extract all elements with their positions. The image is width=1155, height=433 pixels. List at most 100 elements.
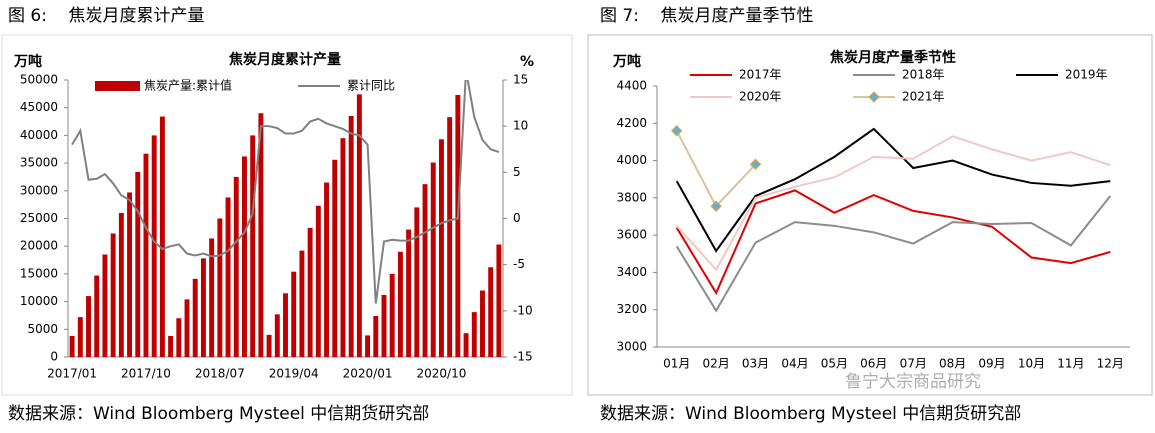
legend-label: 2017年 [739, 68, 782, 82]
watermark: 鲁宁大宗商品研究 [845, 372, 981, 392]
y-tick-label: 3400 [616, 265, 647, 279]
y2-axis-label: % [520, 54, 534, 70]
y-tick-label: 0 [50, 350, 58, 364]
legend-swatch [95, 81, 140, 91]
y-tick-label: 20000 [20, 239, 58, 253]
y-tick-label: 30000 [20, 183, 58, 197]
y2-tick-label: 5 [513, 165, 521, 179]
legend-label: 2020年 [739, 90, 782, 104]
panel-border [587, 34, 1153, 396]
bar [438, 139, 444, 357]
source: 数据来源：Wind Bloomberg Mysteel 中信期货研究部 [8, 404, 429, 424]
x-tick-label: 04月 [781, 357, 808, 371]
y-tick-label: 3000 [616, 340, 647, 354]
legend-label: 2019年 [1065, 68, 1108, 82]
panel-border [1, 34, 573, 396]
y-axis-label: 万吨 [13, 53, 42, 70]
y-tick-label: 45000 [20, 100, 58, 114]
bar [118, 212, 124, 357]
bar [258, 113, 264, 358]
x-tick-label: 02月 [702, 357, 729, 371]
bar [135, 171, 141, 357]
x-tick-label: 2017/10 [121, 367, 171, 381]
bar [455, 94, 461, 357]
bar [200, 258, 206, 357]
bar [127, 192, 133, 357]
y-tick-label: 40000 [20, 128, 58, 142]
legend-label: 累计同比 [347, 79, 395, 93]
bar [192, 278, 198, 357]
bar [225, 197, 231, 357]
bar [414, 207, 420, 357]
x-tick-label: 01月 [663, 357, 690, 371]
bar [94, 275, 100, 357]
line [675, 195, 1112, 313]
bar [184, 299, 190, 357]
y-tick-label: 25000 [20, 211, 58, 225]
x-tick-label: 11月 [1057, 357, 1084, 371]
y2-tick-label: -5 [513, 257, 525, 271]
bar [488, 267, 494, 357]
y-tick-label: 4000 [616, 153, 647, 167]
legend-label: 2021年 [902, 90, 945, 104]
y2-tick-label: 15 [513, 73, 528, 87]
x-tick-label: 07月 [900, 357, 927, 371]
bar [422, 184, 428, 357]
bar [315, 205, 321, 357]
bar [291, 271, 297, 357]
x-tick-label: 2018/07 [195, 367, 245, 381]
bar [480, 290, 485, 357]
y-tick-label: 5000 [27, 322, 58, 336]
bar [447, 117, 453, 357]
x-tick-label: 12月 [1097, 357, 1124, 371]
bar [283, 293, 288, 357]
bar [274, 314, 280, 357]
bar [209, 238, 215, 357]
bar [397, 251, 403, 357]
line [675, 135, 1111, 272]
x-tick-label: 2020/10 [417, 367, 467, 381]
y2-tick-label: -10 [513, 303, 533, 317]
bar [381, 294, 387, 357]
bar [110, 233, 116, 357]
line [71, 80, 500, 304]
y-tick-label: 4400 [616, 79, 647, 93]
x-tick-label: 06月 [860, 357, 887, 371]
bar [373, 316, 379, 357]
bar [365, 335, 371, 357]
marker [671, 125, 683, 137]
source: 数据来源：Wind Bloomberg Mysteel 中信期货研究部 [600, 404, 1021, 424]
y-tick-label: 3800 [616, 190, 647, 204]
caption: 图 6: 焦炭月度累计产量 [8, 6, 205, 26]
bar [471, 312, 477, 357]
x-tick-label: 2017/01 [47, 367, 97, 381]
y-tick-label: 35000 [20, 156, 58, 170]
bar [143, 153, 149, 357]
line [675, 127, 1111, 253]
legend-marker [868, 91, 880, 103]
x-tick-label: 10月 [1018, 357, 1045, 371]
line [675, 130, 757, 208]
bar [176, 318, 182, 357]
bar [250, 135, 256, 357]
x-tick-label: 09月 [978, 357, 1005, 371]
bar [356, 94, 362, 358]
marker [710, 200, 722, 212]
bar [217, 218, 223, 357]
marker [749, 158, 762, 171]
y-tick-label: 10000 [20, 294, 58, 308]
bar [299, 250, 305, 357]
y-tick-label: 3200 [616, 302, 647, 316]
y2-tick-label: 10 [513, 119, 528, 133]
x-tick-label: 2020/01 [343, 367, 393, 381]
bar [151, 135, 157, 357]
y2-tick-label: 0 [513, 211, 521, 225]
x-tick-label: 2019/04 [269, 367, 319, 381]
legend-label: 2018年 [902, 68, 945, 82]
y-tick-label: 50000 [20, 73, 58, 87]
line [675, 189, 1111, 296]
bar [266, 334, 272, 357]
y-tick-label: 15000 [20, 266, 58, 280]
bar [332, 159, 338, 357]
